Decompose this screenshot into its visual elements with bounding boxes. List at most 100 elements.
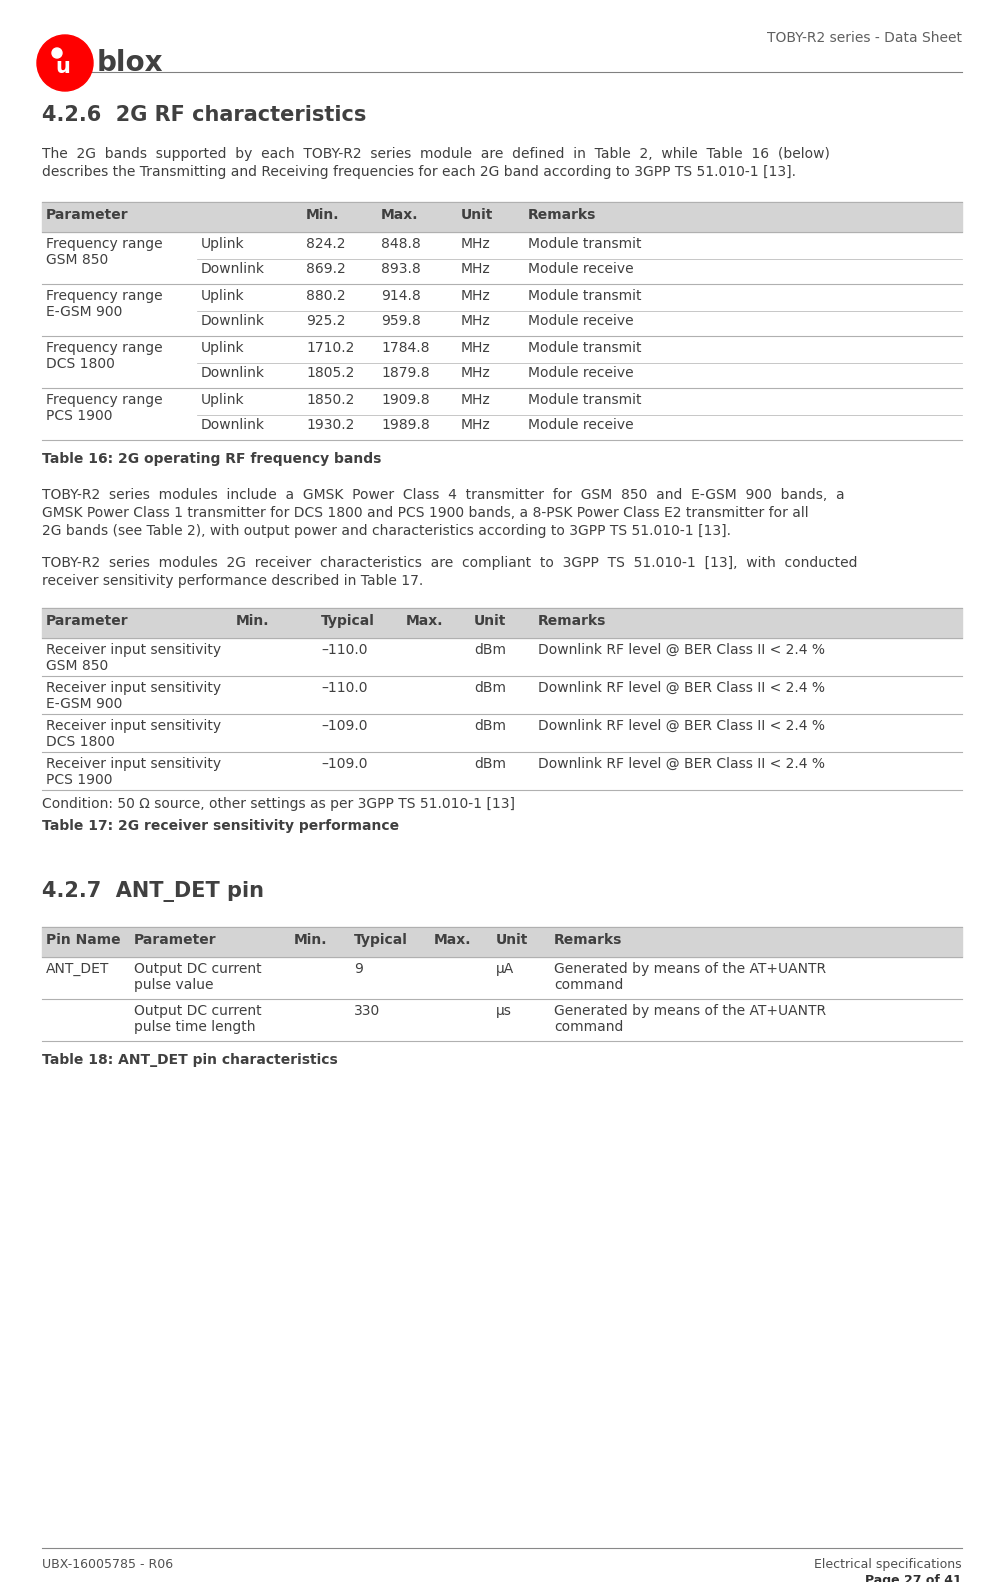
Text: Downlink RF level @ BER Class II < 2.4 %: Downlink RF level @ BER Class II < 2.4 % xyxy=(538,758,824,770)
Circle shape xyxy=(37,35,93,92)
Text: –110.0: –110.0 xyxy=(321,642,367,657)
Text: Table 17: 2G receiver sensitivity performance: Table 17: 2G receiver sensitivity perfor… xyxy=(42,819,399,834)
Text: Downlink: Downlink xyxy=(201,418,265,432)
Text: Receiver input sensitivity: Receiver input sensitivity xyxy=(46,718,221,732)
Text: GMSK Power Class 1 transmitter for DCS 1800 and PCS 1900 bands, a 8-PSK Power Cl: GMSK Power Class 1 transmitter for DCS 1… xyxy=(42,506,807,520)
Text: dBm: dBm xyxy=(473,718,506,732)
Text: describes the Transmitting and Receiving frequencies for each 2G band according : describes the Transmitting and Receiving… xyxy=(42,165,795,179)
Text: MHz: MHz xyxy=(460,392,490,407)
Text: MHz: MHz xyxy=(460,290,490,304)
Text: TOBY-R2  series  modules  2G  receiver  characteristics  are  compliant  to  3GP: TOBY-R2 series modules 2G receiver chara… xyxy=(42,555,857,570)
Text: E-GSM 900: E-GSM 900 xyxy=(46,698,122,710)
Text: Remarks: Remarks xyxy=(538,614,606,628)
Text: 330: 330 xyxy=(354,1005,380,1017)
Text: TOBY-R2  series  modules  include  a  GMSK  Power  Class  4  transmitter  for  G: TOBY-R2 series modules include a GMSK Po… xyxy=(42,487,844,501)
Text: Downlink RF level @ BER Class II < 2.4 %: Downlink RF level @ BER Class II < 2.4 % xyxy=(538,642,824,657)
Text: PCS 1900: PCS 1900 xyxy=(46,774,112,786)
Text: pulse value: pulse value xyxy=(133,978,214,992)
Text: dBm: dBm xyxy=(473,758,506,770)
Text: PCS 1900: PCS 1900 xyxy=(46,410,112,422)
Text: Generated by means of the AT+UANTR: Generated by means of the AT+UANTR xyxy=(554,1005,825,1017)
Text: Uplink: Uplink xyxy=(201,342,245,354)
Text: 1805.2: 1805.2 xyxy=(306,365,354,380)
Text: 1710.2: 1710.2 xyxy=(306,342,354,354)
Text: receiver sensitivity performance described in Table 17.: receiver sensitivity performance describ… xyxy=(42,574,423,589)
Text: Remarks: Remarks xyxy=(528,207,596,221)
Text: dBm: dBm xyxy=(473,642,506,657)
Bar xyxy=(42,927,961,957)
Text: 2G bands (see Table 2), with output power and characteristics according to 3GPP : 2G bands (see Table 2), with output powe… xyxy=(42,524,730,538)
Text: Frequency range: Frequency range xyxy=(46,342,162,354)
Text: 9: 9 xyxy=(354,962,362,976)
Text: The  2G  bands  supported  by  each  TOBY-R2  series  module  are  defined  in  : The 2G bands supported by each TOBY-R2 s… xyxy=(42,147,829,161)
Text: Module receive: Module receive xyxy=(528,313,633,327)
Text: Receiver input sensitivity: Receiver input sensitivity xyxy=(46,758,221,770)
Text: –110.0: –110.0 xyxy=(321,680,367,694)
Text: command: command xyxy=(554,978,623,992)
Text: MHz: MHz xyxy=(460,418,490,432)
Text: –109.0: –109.0 xyxy=(321,758,367,770)
Text: Frequency range: Frequency range xyxy=(46,237,162,252)
Text: Max.: Max. xyxy=(405,614,443,628)
Text: Parameter: Parameter xyxy=(46,614,128,628)
Text: µA: µA xyxy=(495,962,514,976)
Text: Condition: 50 Ω source, other settings as per 3GPP TS 51.010-1 [13]: Condition: 50 Ω source, other settings a… xyxy=(42,797,515,812)
Text: ANT_DET: ANT_DET xyxy=(46,962,109,976)
Text: Max.: Max. xyxy=(433,933,471,948)
Text: 1879.8: 1879.8 xyxy=(380,365,429,380)
Text: Table 18: ANT_DET pin characteristics: Table 18: ANT_DET pin characteristics xyxy=(42,1054,337,1066)
Circle shape xyxy=(52,47,62,59)
Text: E-GSM 900: E-GSM 900 xyxy=(46,305,122,320)
Bar xyxy=(42,202,961,233)
Text: Uplink: Uplink xyxy=(201,290,245,304)
Text: Module transmit: Module transmit xyxy=(528,392,641,407)
Text: MHz: MHz xyxy=(460,365,490,380)
Text: 4.2.6  2G RF characteristics: 4.2.6 2G RF characteristics xyxy=(42,104,366,125)
Text: Pin Name: Pin Name xyxy=(46,933,120,948)
Text: Receiver input sensitivity: Receiver input sensitivity xyxy=(46,680,221,694)
Text: Module transmit: Module transmit xyxy=(528,237,641,252)
Text: Parameter: Parameter xyxy=(46,207,128,221)
Text: Min.: Min. xyxy=(306,207,339,221)
Text: Module transmit: Module transmit xyxy=(528,290,641,304)
Text: 880.2: 880.2 xyxy=(306,290,345,304)
Text: Min.: Min. xyxy=(294,933,327,948)
Text: Downlink RF level @ BER Class II < 2.4 %: Downlink RF level @ BER Class II < 2.4 % xyxy=(538,718,824,732)
Text: 1784.8: 1784.8 xyxy=(380,342,429,354)
Text: 1989.8: 1989.8 xyxy=(380,418,429,432)
Text: 893.8: 893.8 xyxy=(380,263,420,275)
Text: –109.0: –109.0 xyxy=(321,718,367,732)
Text: 914.8: 914.8 xyxy=(380,290,420,304)
Text: Downlink RF level @ BER Class II < 2.4 %: Downlink RF level @ BER Class II < 2.4 % xyxy=(538,680,824,694)
Text: Frequency range: Frequency range xyxy=(46,290,162,304)
Text: Typical: Typical xyxy=(354,933,407,948)
Text: 1850.2: 1850.2 xyxy=(306,392,354,407)
Text: Output DC current: Output DC current xyxy=(133,962,262,976)
Text: Frequency range: Frequency range xyxy=(46,392,162,407)
Text: 925.2: 925.2 xyxy=(306,313,345,327)
Text: µs: µs xyxy=(495,1005,512,1017)
Text: blox: blox xyxy=(97,49,163,78)
Text: MHz: MHz xyxy=(460,313,490,327)
Text: 1930.2: 1930.2 xyxy=(306,418,354,432)
Text: 824.2: 824.2 xyxy=(306,237,345,252)
Text: Electrical specifications: Electrical specifications xyxy=(813,1558,961,1571)
Text: Receiver input sensitivity: Receiver input sensitivity xyxy=(46,642,221,657)
Text: Downlink: Downlink xyxy=(201,313,265,327)
Text: 959.8: 959.8 xyxy=(380,313,420,327)
Text: 848.8: 848.8 xyxy=(380,237,420,252)
Text: Min.: Min. xyxy=(236,614,269,628)
Text: Remarks: Remarks xyxy=(554,933,622,948)
Bar xyxy=(42,607,961,638)
Text: Unit: Unit xyxy=(495,933,528,948)
Text: pulse time length: pulse time length xyxy=(133,1020,255,1035)
Text: Table 16: 2G operating RF frequency bands: Table 16: 2G operating RF frequency band… xyxy=(42,452,381,467)
Text: GSM 850: GSM 850 xyxy=(46,253,108,267)
Text: 1909.8: 1909.8 xyxy=(380,392,429,407)
Text: command: command xyxy=(554,1020,623,1035)
Text: TOBY-R2 series - Data Sheet: TOBY-R2 series - Data Sheet xyxy=(766,32,961,44)
Text: Module transmit: Module transmit xyxy=(528,342,641,354)
Text: Module receive: Module receive xyxy=(528,263,633,275)
Text: 869.2: 869.2 xyxy=(306,263,345,275)
Text: Unit: Unit xyxy=(460,207,492,221)
